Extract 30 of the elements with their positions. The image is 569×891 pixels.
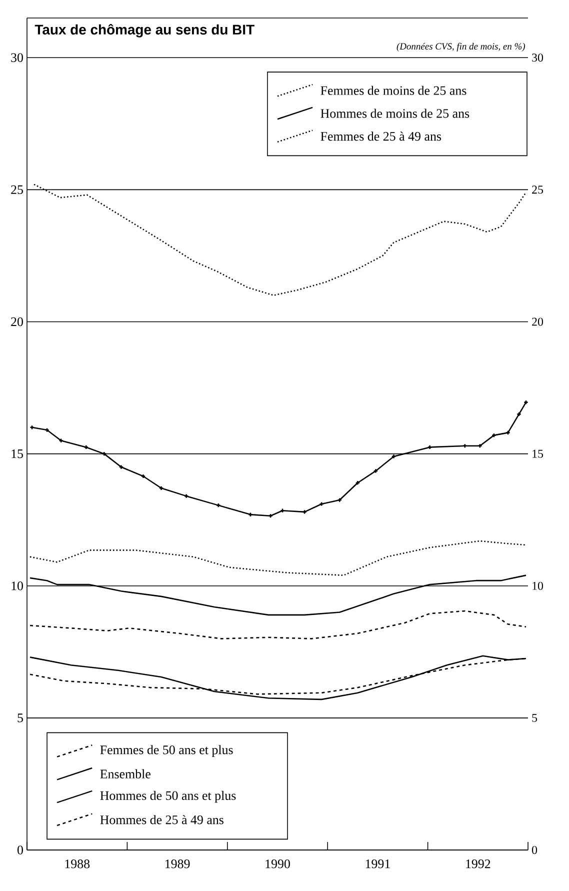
legend-label: Femmes de moins de 25 ans <box>320 86 466 95</box>
line-series <box>29 540 527 576</box>
legend-label: Ensemble <box>100 769 150 778</box>
y-tick-label: 25 <box>11 185 23 194</box>
x-tick-label: 1991 <box>366 860 390 868</box>
y-tick-label: 30 <box>11 53 23 62</box>
y-tick-label: 20 <box>11 317 23 326</box>
legend-label: Hommes de 25 à 49 ans <box>100 815 224 824</box>
y-tick-label: 0 <box>18 846 23 854</box>
x-tick-label: 1992 <box>466 860 490 868</box>
y2-tick-label: 5 <box>532 714 538 722</box>
legend-label: Hommes de moins de 25 ans <box>320 108 470 118</box>
y-tick-label: 10 <box>12 582 23 590</box>
y2-tick-label: 10 <box>532 582 544 590</box>
x-tick-label: 1988 <box>65 860 90 868</box>
y2-tick-label: 30 <box>532 54 544 62</box>
legend-label: Hommes de 50 ans et plus <box>100 790 236 803</box>
line-series <box>29 610 527 640</box>
x-tick-label: 1990 <box>266 860 290 868</box>
y-tick-label: 5 <box>18 714 23 722</box>
y2-tick-label: 20 <box>532 318 544 326</box>
y2-tick-label: 0 <box>532 846 538 854</box>
y-tick-label: 15 <box>12 449 23 458</box>
y2-tick-label: 25 <box>532 186 544 194</box>
chart-title: Taux de chômage au sens du BIT <box>34 24 254 38</box>
text: (Données CVS, fin de mois, en %) <box>396 42 525 52</box>
x-tick-label: 1989 <box>165 860 190 868</box>
legend-label: Femmes de 25 à 49 ans <box>320 132 442 141</box>
y2-tick-label: 15 <box>532 450 544 458</box>
legend-label: Femmes de 50 ans et plus <box>100 745 233 757</box>
